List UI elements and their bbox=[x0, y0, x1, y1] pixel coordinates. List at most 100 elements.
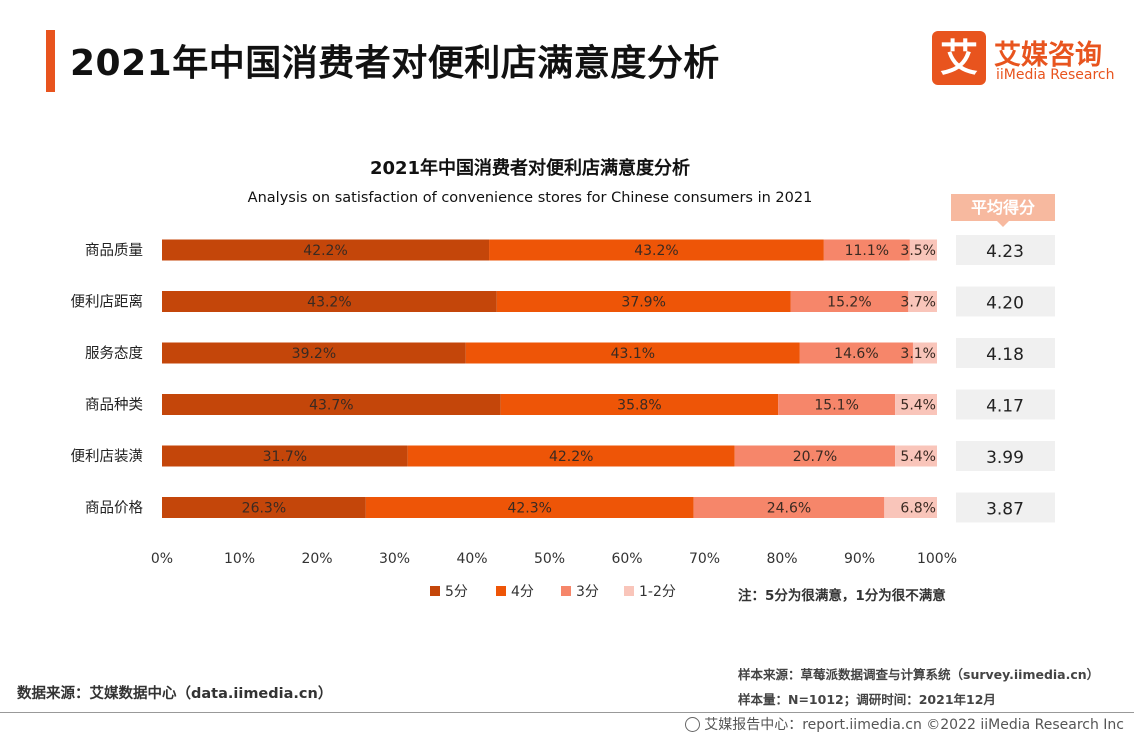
data-label: 15.1% bbox=[814, 398, 858, 414]
bar-segment bbox=[162, 445, 408, 467]
chart-subtitle: Analysis on satisfaction of convenience … bbox=[247, 190, 813, 206]
bar-segment bbox=[884, 497, 937, 518]
average-score-box bbox=[956, 286, 1055, 317]
bar-segment bbox=[790, 291, 909, 312]
footer: 艾媒报告中心：report.iimedia.cn ©2022 iiMedia R… bbox=[685, 714, 1124, 734]
title-accent-bar bbox=[46, 30, 55, 92]
data-label: 42.2% bbox=[303, 243, 347, 259]
legend-swatch bbox=[624, 586, 634, 596]
category-label: 便利店距离 bbox=[71, 294, 144, 311]
bar-segment bbox=[778, 394, 896, 415]
x-tick-label: 100% bbox=[917, 551, 957, 567]
x-tick-label: 40% bbox=[456, 551, 487, 567]
average-score-value: 4.17 bbox=[986, 397, 1024, 417]
average-score-value: 4.18 bbox=[986, 345, 1024, 365]
footer-text: 艾媒报告中心：report.iimedia.cn ©2022 iiMedia R… bbox=[704, 717, 1124, 733]
bar-segment bbox=[162, 497, 366, 518]
data-label: 15.2% bbox=[827, 295, 871, 311]
average-score-value: 3.99 bbox=[986, 448, 1024, 468]
data-label: 31.7% bbox=[263, 449, 307, 465]
data-label: 5.4% bbox=[900, 449, 936, 465]
data-label: 5.4% bbox=[900, 398, 936, 414]
category-label: 商品质量 bbox=[85, 242, 143, 259]
bar-segment bbox=[489, 239, 824, 261]
bar-segment bbox=[162, 394, 501, 415]
bar-segment bbox=[162, 342, 466, 364]
chart-note: 注：5分为很满意，1分为很不满意 bbox=[738, 588, 946, 604]
data-label: 43.7% bbox=[309, 398, 353, 414]
data-label: 43.2% bbox=[307, 295, 351, 311]
sample-size: 样本量：N=1012；调研时间：2021年12月 bbox=[738, 692, 996, 707]
data-label: 26.3% bbox=[242, 501, 286, 517]
legend-label: 1-2分 bbox=[639, 584, 676, 600]
data-label: 3.1% bbox=[900, 346, 936, 362]
logo-name-cn: 艾媒咨询 bbox=[994, 40, 1102, 71]
average-score-header-notch bbox=[997, 221, 1009, 227]
logo-name-en: iiMedia Research bbox=[996, 67, 1115, 83]
bar-segment bbox=[465, 342, 800, 364]
data-source: 数据来源：艾媒数据中心（data.iimedia.cn） bbox=[17, 686, 333, 702]
data-label: 3.7% bbox=[900, 295, 936, 311]
sample-source: 样本来源：草莓派数据调查与计算系统（survey.iimedia.cn） bbox=[738, 667, 1100, 682]
x-tick-label: 80% bbox=[766, 551, 797, 567]
data-label: 11.1% bbox=[845, 243, 889, 259]
x-tick-label: 30% bbox=[379, 551, 410, 567]
bar-segment bbox=[895, 445, 937, 467]
data-label: 35.8% bbox=[617, 398, 661, 414]
iimedia-logo: 艾 艾媒咨询 iiMedia Research bbox=[932, 31, 1122, 87]
average-score-value: 4.20 bbox=[986, 294, 1024, 314]
bar-segment bbox=[908, 291, 937, 312]
legend-label: 3分 bbox=[576, 584, 599, 600]
stacked-bar-chart: 商品质量 42.2% 43.2% 11.1% 3.5% 4.23 便利店距离 43.2% 37.… bbox=[71, 235, 1055, 600]
bar-segment bbox=[162, 239, 490, 261]
chart-title: 2021年中国消费者对便利店满意度分析 bbox=[369, 158, 691, 179]
bar-segment bbox=[734, 445, 896, 467]
average-score-box bbox=[956, 235, 1055, 265]
data-label: 42.3% bbox=[507, 501, 551, 517]
average-score-box bbox=[956, 441, 1055, 471]
footer-divider bbox=[0, 712, 1134, 713]
x-tick-label: 90% bbox=[844, 551, 875, 567]
data-label: 3.5% bbox=[900, 243, 936, 259]
data-label: 42.2% bbox=[549, 449, 593, 465]
bar-segment bbox=[912, 342, 937, 364]
bar-segment bbox=[693, 497, 885, 518]
x-tick-label: 60% bbox=[611, 551, 642, 567]
average-score-box bbox=[956, 492, 1055, 523]
logo-mark-icon: 艾 bbox=[932, 31, 986, 85]
bar-segment bbox=[500, 394, 779, 415]
average-score-box bbox=[956, 389, 1055, 420]
average-score-value: 3.87 bbox=[986, 500, 1024, 520]
bar-segment bbox=[496, 291, 791, 312]
average-score-header: 平均得分 bbox=[951, 194, 1055, 221]
globe-icon bbox=[685, 717, 701, 732]
category-label: 商品价格 bbox=[85, 500, 143, 517]
bar-segment bbox=[799, 342, 913, 364]
legend-label: 4分 bbox=[511, 584, 534, 600]
data-label: 14.6% bbox=[834, 346, 878, 362]
category-label: 服务态度 bbox=[85, 345, 143, 362]
data-label: 37.9% bbox=[621, 295, 665, 311]
bar-segment bbox=[909, 239, 937, 261]
x-tick-label: 70% bbox=[689, 551, 720, 567]
page-title: 2021年中国消费者对便利店满意度分析 bbox=[70, 43, 720, 84]
legend-swatch bbox=[430, 586, 440, 596]
x-tick-label: 20% bbox=[301, 551, 332, 567]
average-score-value: 4.23 bbox=[986, 242, 1024, 262]
category-label: 便利店装潢 bbox=[71, 448, 144, 465]
legend-swatch bbox=[561, 586, 571, 596]
legend-swatch bbox=[496, 586, 506, 596]
bar-segment bbox=[823, 239, 910, 261]
x-tick-label: 10% bbox=[224, 551, 255, 567]
data-label: 43.2% bbox=[634, 243, 678, 259]
category-label: 商品种类 bbox=[85, 397, 143, 414]
data-label: 6.8% bbox=[900, 501, 936, 517]
bar-segment bbox=[162, 291, 497, 312]
data-label: 24.6% bbox=[767, 501, 811, 517]
legend-label: 5分 bbox=[445, 584, 468, 600]
data-label: 39.2% bbox=[292, 346, 336, 362]
x-tick-label: 0% bbox=[151, 551, 173, 567]
bar-segment bbox=[365, 497, 694, 518]
data-label: 20.7% bbox=[793, 449, 837, 465]
bar-segment bbox=[407, 445, 735, 467]
